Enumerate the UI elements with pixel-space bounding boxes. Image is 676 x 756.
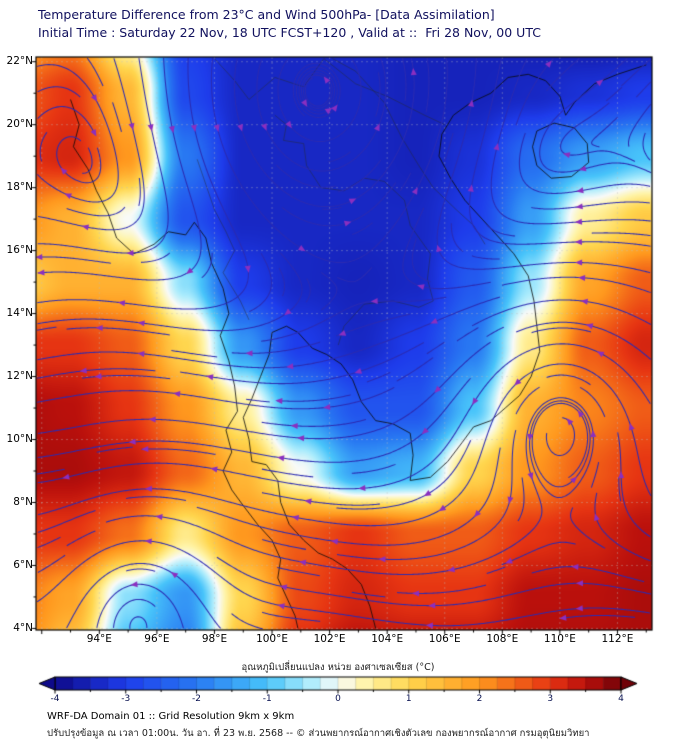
- y-axis-tick-label: 10°N: [6, 433, 33, 446]
- colorbar-tick-label: 3: [547, 694, 554, 704]
- chart-title: Temperature Difference from 23°C and Win…: [38, 7, 495, 22]
- colorbar-tick-label: 1: [405, 694, 412, 704]
- y-axis-tick-label: 8°N: [13, 495, 33, 508]
- colorbar-tick-label: 0: [335, 694, 341, 704]
- y-axis-tick-label: 14°N: [6, 307, 33, 320]
- y-axis-tick-label: 20°N: [6, 118, 33, 131]
- x-axis-tick-label: 94°E: [86, 633, 112, 645]
- footer-domain-info: WRF-DA Domain 01 :: Grid Resolution 9km …: [47, 711, 295, 722]
- colorbar-title: อุณหภูมิเปลี่ยนแปลง หน่วย องศาเซลเซียส (…: [241, 662, 435, 673]
- colorbar-tick-label: -4: [50, 694, 60, 704]
- x-axis-tick-label: 104°E: [371, 633, 404, 645]
- y-axis-tick-label: 22°N: [6, 55, 33, 68]
- x-axis-tick-label: 110°E: [543, 633, 576, 645]
- colorbar-tick-label: -2: [192, 694, 201, 704]
- x-axis-tick-label: 96°E: [144, 633, 170, 645]
- colorbar-tick-label: 4: [618, 694, 624, 704]
- y-axis-tick-label: 6°N: [13, 558, 33, 571]
- x-axis-tick-label: 100°E: [256, 633, 288, 645]
- colorbar-tick-label: 2: [476, 694, 483, 704]
- colorbar-tick-label: -1: [262, 694, 272, 704]
- footer-update-info: ปรับปรุงข้อมูล ณ เวลา 01:00น. วัน อา. ที…: [47, 728, 590, 739]
- x-axis-tick-label: 98°E: [201, 633, 228, 645]
- x-axis-tick-label: 112°E: [601, 633, 634, 645]
- colorbar-tick-label: -3: [121, 694, 131, 704]
- y-axis-tick-label: 16°N: [6, 244, 33, 257]
- x-axis-tick-label: 106°E: [428, 633, 461, 645]
- chart-subtitle: Initial Time : Saturday 22 Nov, 18 UTC F…: [38, 25, 541, 40]
- x-axis-tick-label: 102°E: [313, 633, 346, 645]
- x-axis-tick-label: 108°E: [486, 633, 519, 645]
- y-axis-tick-label: 12°N: [6, 370, 33, 383]
- y-axis-tick-label: 4°N: [13, 621, 33, 634]
- y-axis-tick-label: 18°N: [6, 181, 33, 194]
